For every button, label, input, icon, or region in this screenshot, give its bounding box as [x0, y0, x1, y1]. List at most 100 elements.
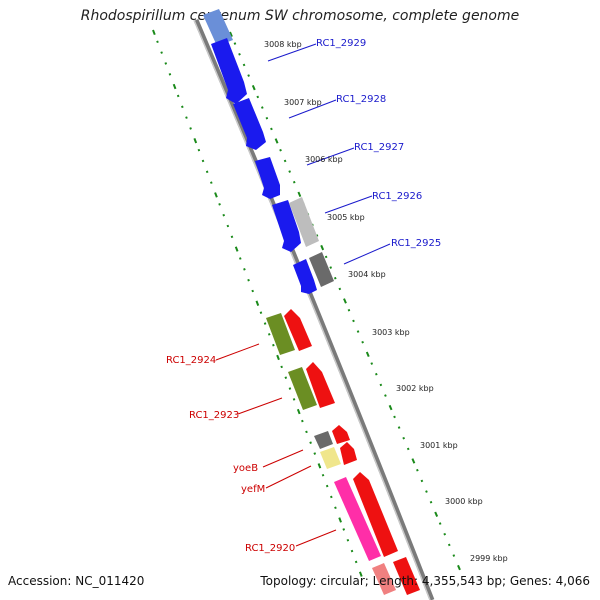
tick-dot — [256, 95, 260, 99]
gene-arrow[interactable] — [266, 313, 295, 355]
tick-dot — [274, 138, 279, 144]
tick-dot — [352, 319, 355, 323]
tick-dot — [305, 430, 308, 434]
tick-dot — [164, 62, 168, 65]
tick-dot — [160, 51, 163, 54]
tick-dot — [279, 148, 282, 152]
tick-dot — [189, 127, 192, 130]
tick-dot — [214, 192, 218, 198]
tick-dot — [152, 29, 156, 36]
tick-dot — [251, 289, 254, 293]
tick-dot — [356, 330, 360, 333]
tick-dot — [230, 235, 234, 239]
tick-dot — [370, 362, 374, 365]
tick-label: 3001 kbp — [420, 441, 458, 450]
gene-arrow[interactable] — [272, 200, 301, 252]
tick-dot — [280, 365, 283, 369]
tick-dot — [350, 549, 354, 553]
tick-dot — [393, 415, 396, 419]
tick-dot — [397, 426, 401, 429]
tick-dot — [330, 495, 333, 499]
tick-dot — [276, 354, 280, 361]
positive-strand-genes — [203, 9, 334, 294]
gene-arrow[interactable] — [393, 557, 420, 595]
genome-summary: Topology: circular; Length: 4,355,543 bp… — [260, 574, 590, 588]
tick-dot — [384, 394, 387, 397]
gene-arrow[interactable] — [289, 197, 319, 247]
tick-dot — [333, 276, 337, 280]
tick-dot — [181, 105, 184, 109]
tick-dot — [346, 538, 350, 542]
accession-label: Accession: NC_011420 — [8, 574, 145, 588]
gene-arrow[interactable] — [353, 472, 398, 557]
gene-label[interactable]: RC1_2923 — [189, 410, 239, 421]
gene-arrow[interactable] — [309, 252, 334, 287]
gene-arrow[interactable] — [288, 367, 317, 410]
tick-dot — [457, 564, 461, 571]
gene-arrow[interactable] — [203, 9, 233, 46]
tick-dot — [420, 479, 424, 483]
gene-label[interactable]: RC1_2925 — [391, 238, 441, 249]
tick-dot — [317, 463, 322, 469]
tick-dot — [176, 94, 180, 98]
gene-arrow[interactable] — [340, 442, 357, 465]
tick-dot — [272, 343, 275, 347]
gene-arrow[interactable] — [372, 563, 396, 595]
tick-dot — [270, 127, 273, 131]
gene-label[interactable]: RC1_2926 — [372, 191, 422, 202]
tick-dot — [329, 266, 333, 269]
tick-dot — [229, 31, 233, 37]
gene-arrow[interactable] — [320, 447, 341, 469]
tick-label: 3000 kbp — [445, 497, 483, 506]
gene-arrow[interactable] — [306, 362, 335, 408]
tick-dot — [292, 180, 296, 184]
tick-dot — [260, 106, 264, 109]
tick-dot — [452, 554, 456, 557]
tick-dot — [406, 447, 410, 451]
tick-dot — [334, 506, 337, 510]
gene-arrow[interactable] — [255, 157, 280, 199]
gene-arrow[interactable] — [334, 477, 381, 561]
tick-label: 3002 kbp — [396, 384, 434, 393]
gene-arrow[interactable] — [314, 431, 333, 449]
chromosome-backbone-highlight — [193, 19, 431, 600]
tick-dot — [251, 84, 256, 91]
gene-label[interactable]: RC1_2927 — [354, 142, 404, 153]
gene-arrow[interactable] — [284, 309, 312, 351]
tick-dot — [438, 522, 442, 525]
tick-dot — [321, 473, 325, 477]
gene-label[interactable]: yoeB — [233, 463, 258, 474]
tick-dot — [365, 351, 370, 357]
positive-gene-labels: RC1_2929 RC1_2928 RC1_2927 RC1_2926 RC1_… — [316, 38, 441, 249]
gene-label[interactable]: RC1_2920 — [245, 543, 295, 554]
negative-strand-genes — [266, 309, 420, 595]
tick-dot — [315, 234, 319, 237]
gene-label[interactable]: RC1_2928 — [336, 94, 386, 105]
tick-dot — [265, 116, 269, 120]
gene-arrow[interactable] — [332, 425, 350, 444]
inner-tick-dots — [152, 29, 363, 577]
tick-dot — [320, 244, 325, 251]
tick-dot — [193, 138, 198, 144]
gene-label[interactable]: RC1_2929 — [316, 38, 366, 49]
tick-dot — [255, 300, 260, 306]
tick-dot — [292, 398, 296, 401]
tick-label: 3004 kbp — [348, 270, 386, 279]
tick-dot — [343, 298, 347, 304]
tick-dot — [205, 170, 209, 174]
tick-dot — [297, 191, 302, 197]
gene-arrow[interactable] — [233, 98, 266, 150]
gene-label[interactable]: RC1_2924 — [166, 355, 216, 366]
tick-dot — [296, 408, 301, 415]
gene-arrow[interactable] — [293, 259, 317, 294]
tick-dot — [201, 159, 205, 163]
gene-arrow[interactable] — [211, 38, 247, 104]
tick-dot — [243, 268, 246, 271]
negative-gene-labels: RC1_2924 RC1_2923 yoeB yefM RC1_2920 — [166, 355, 295, 554]
tick-dot — [434, 511, 439, 517]
tick-dot — [429, 500, 433, 504]
tick-dot — [447, 543, 451, 547]
gene-label[interactable]: yefM — [241, 484, 265, 495]
tick-dot — [226, 224, 230, 228]
